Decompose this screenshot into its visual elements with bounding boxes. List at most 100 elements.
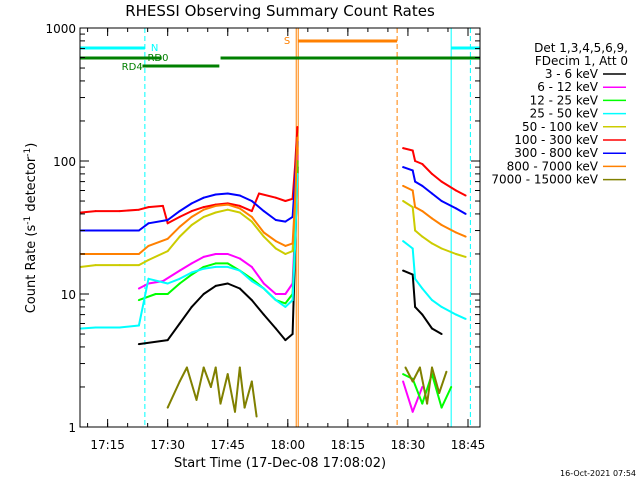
data-point — [166, 406, 169, 409]
data-point — [445, 370, 448, 373]
data-point — [402, 240, 405, 243]
plot-area: N S RD0 RD4 — [79, 28, 480, 427]
data-point — [455, 207, 457, 210]
data-point — [440, 406, 443, 409]
data-point — [294, 247, 296, 250]
data-point — [411, 380, 414, 383]
data-point — [411, 247, 414, 250]
x-tick-label: 18:00 — [271, 438, 306, 452]
data-point — [214, 253, 217, 255]
data-point — [214, 211, 217, 214]
data-point — [426, 402, 429, 405]
series-5 — [80, 126, 467, 225]
data-point — [411, 273, 414, 276]
data-point — [137, 343, 140, 346]
data-point — [411, 149, 414, 152]
data-point — [421, 287, 424, 290]
data-point — [284, 339, 287, 342]
data-point — [250, 280, 253, 283]
data-point — [262, 313, 265, 316]
data-point — [438, 392, 441, 394]
data-point — [238, 194, 241, 197]
data-point — [414, 305, 417, 308]
data-point — [414, 160, 417, 162]
y-tick-label: 100 — [53, 155, 76, 169]
data-point — [226, 208, 229, 211]
data-point — [190, 305, 193, 308]
data-point — [274, 196, 277, 199]
data-point — [137, 229, 140, 232]
data-point — [440, 180, 443, 183]
y-axis: 1 10 100 1000 — [45, 22, 480, 435]
data-point — [209, 386, 212, 388]
data-point — [147, 244, 150, 247]
data-point — [291, 333, 294, 335]
data-point — [284, 305, 287, 308]
series-3 — [80, 172, 467, 330]
data-point — [284, 220, 287, 223]
data-point — [80, 211, 83, 214]
series-8 — [166, 366, 448, 418]
data-point — [262, 287, 265, 290]
data-point — [238, 366, 241, 369]
data-point — [166, 219, 169, 221]
rd4-flag-label: RD4 — [122, 62, 143, 73]
data-point — [202, 215, 205, 218]
data-point — [250, 380, 253, 383]
series-line — [404, 366, 448, 405]
data-point — [296, 126, 299, 128]
data-point — [214, 204, 217, 207]
data-point — [178, 235, 181, 238]
data-point — [137, 287, 140, 290]
data-point — [137, 208, 140, 211]
data-point — [178, 210, 181, 213]
legend-label: 7000 - 15000 keV — [491, 173, 598, 187]
data-point — [178, 225, 181, 228]
data-point — [166, 250, 169, 253]
data-point — [190, 262, 193, 265]
data-point — [147, 259, 150, 261]
data-point — [195, 398, 198, 401]
data-point — [274, 240, 277, 243]
legend-label: 3 - 6 keV — [545, 67, 599, 81]
legend-label: 12 - 25 keV — [530, 93, 599, 107]
data-point — [226, 265, 229, 268]
data-point — [414, 206, 417, 209]
legend-header-1: Det 1,3,4,5,6,9, — [534, 41, 628, 55]
data-point — [294, 200, 296, 202]
data-point — [262, 282, 265, 285]
data-point — [190, 273, 193, 276]
data-point — [137, 264, 140, 267]
data-point — [262, 235, 265, 238]
data-point — [440, 305, 443, 308]
data-point — [234, 410, 236, 413]
rd0-flag-label: RD0 — [147, 53, 168, 64]
data-point — [238, 207, 241, 210]
data-point — [214, 262, 217, 265]
data-point — [226, 203, 229, 206]
data-point — [178, 269, 181, 272]
data-point — [118, 229, 121, 232]
data-point — [219, 402, 222, 405]
series-line — [166, 366, 258, 417]
data-point — [214, 265, 217, 268]
y-tick-label: 10 — [61, 288, 76, 302]
data-point — [202, 366, 205, 369]
data-point — [166, 282, 169, 285]
data-point — [455, 189, 457, 192]
y-tick-label: 1000 — [45, 22, 76, 36]
data-point — [178, 322, 181, 325]
data-point — [94, 326, 97, 329]
data-point — [274, 327, 277, 330]
data-point — [147, 222, 150, 225]
data-point — [238, 269, 241, 272]
data-point — [421, 402, 424, 405]
data-point — [421, 184, 424, 187]
data-point — [464, 212, 467, 215]
data-point — [94, 264, 97, 267]
data-point — [214, 284, 217, 287]
data-point — [166, 339, 169, 342]
series-line — [138, 155, 299, 295]
data-point — [418, 366, 421, 369]
data-point — [250, 210, 253, 213]
